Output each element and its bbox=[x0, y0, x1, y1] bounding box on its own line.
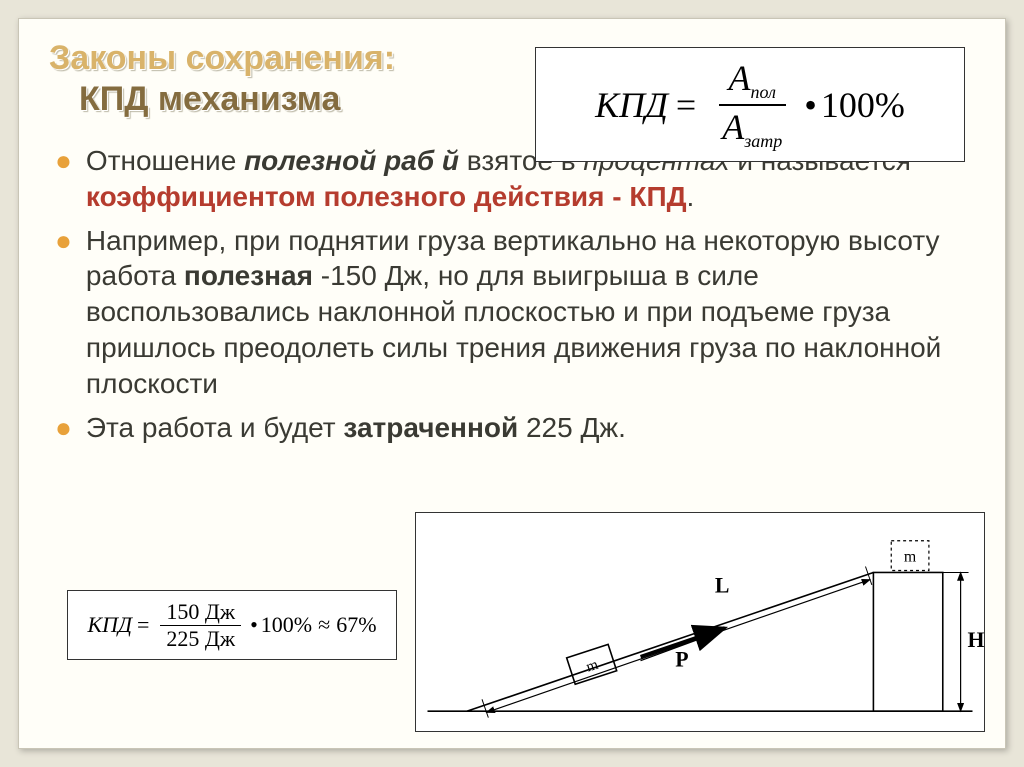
bullet-item: ●Например, при поднятии груза вертикальн… bbox=[49, 223, 975, 402]
formula-den-sub: затр bbox=[744, 131, 782, 151]
formula-kpd-definition: КПД = Aпол Aзатр • 100% bbox=[535, 47, 965, 162]
formula2-lhs: КПД bbox=[87, 612, 132, 638]
svg-text:m: m bbox=[904, 549, 917, 566]
formula2-dot: • bbox=[250, 612, 258, 638]
bullet-dot-icon: ● bbox=[55, 143, 72, 215]
formula2-mid: 100% bbox=[261, 612, 312, 638]
formula-num-sub: пол bbox=[751, 83, 776, 103]
formula-numerator: Aпол bbox=[719, 57, 786, 105]
formula2-fraction: 150 Дж 225 Дж bbox=[160, 599, 241, 652]
svg-text:m: m bbox=[584, 657, 600, 676]
formula-dot: • bbox=[804, 84, 817, 126]
content-area: ●Отношение полезной раб й взятое в проце… bbox=[49, 143, 975, 446]
formula-suffix: 100% bbox=[821, 84, 905, 126]
formula2-approx: ≈ bbox=[318, 612, 330, 638]
formula2-result: 67% bbox=[336, 612, 376, 638]
formula-num-sym: A bbox=[729, 58, 751, 98]
formula-kpd-example: КПД = 150 Дж 225 Дж • 100% ≈ 67% bbox=[67, 590, 397, 660]
bullet-item: ● Эта работа и будет затраченной 225 Дж. bbox=[49, 410, 975, 446]
svg-text:P: P bbox=[675, 648, 688, 672]
bullet-text: Например, при поднятии груза вертикально… bbox=[86, 223, 975, 402]
formula-denominator: Aзатр bbox=[712, 106, 792, 152]
formula2-eq: = bbox=[137, 612, 149, 638]
formula-den-sym: A bbox=[722, 107, 744, 147]
svg-text:H: H bbox=[968, 628, 984, 652]
formula2-num: 150 Дж bbox=[160, 599, 241, 626]
svg-text:L: L bbox=[715, 573, 730, 597]
formula2-den: 225 Дж bbox=[160, 626, 241, 652]
formula-eq: = bbox=[676, 84, 696, 126]
formula-lhs: КПД bbox=[595, 84, 668, 126]
bullet-dot-icon: ● bbox=[55, 410, 72, 446]
inclined-plane-diagram: m m P L H bbox=[415, 512, 985, 732]
formula-fraction: Aпол Aзатр bbox=[712, 57, 792, 151]
bullet-text: Эта работа и будет затраченной 225 Дж. bbox=[86, 410, 626, 446]
bullet-dot-icon: ● bbox=[55, 223, 72, 402]
slide-frame: Законы сохранения: КПД механизма КПД = A… bbox=[18, 18, 1006, 749]
